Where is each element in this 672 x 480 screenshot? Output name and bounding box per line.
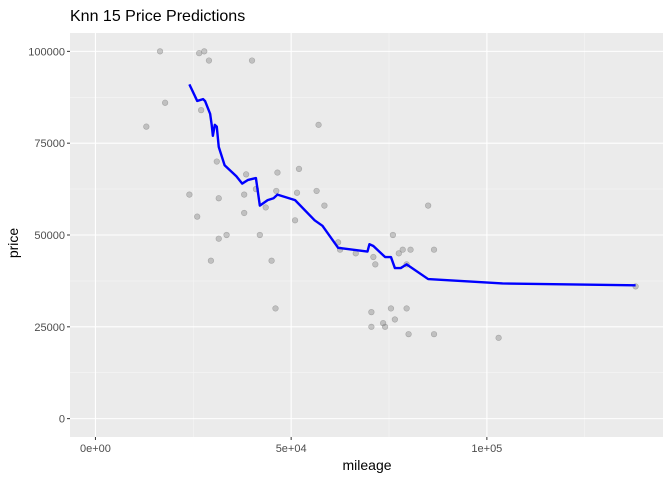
data-point	[430, 331, 438, 338]
data-point	[248, 57, 256, 64]
data-point	[186, 191, 193, 198]
data-point	[243, 171, 250, 178]
data-point	[399, 246, 406, 253]
data-point	[425, 202, 432, 209]
data-point	[495, 334, 502, 341]
data-point	[198, 107, 205, 114]
data-point	[403, 305, 410, 312]
data-point	[381, 323, 389, 330]
data-point	[215, 195, 222, 202]
data-point	[194, 213, 201, 220]
data-point	[293, 189, 301, 196]
prediction-line-group	[188, 83, 636, 287]
data-point	[395, 250, 402, 257]
x-axis-title: mileage	[342, 457, 391, 473]
prediction-line	[188, 83, 636, 287]
data-point	[372, 261, 379, 268]
y-axis-title: price	[5, 228, 21, 259]
x-tick-label: 0e+00	[80, 443, 111, 455]
data-point	[291, 217, 299, 224]
data-point	[223, 231, 230, 239]
data-point	[274, 169, 281, 176]
x-tick-label: 1e+05	[471, 443, 502, 455]
data-point	[207, 257, 215, 264]
data-point	[389, 231, 397, 239]
chart-title: Knn 15 Price Predictions	[70, 8, 245, 25]
data-point	[368, 323, 375, 330]
x-axis-ticks: 0e+00 5e+04 1e+05	[80, 437, 502, 455]
data-point	[215, 235, 222, 242]
data-point	[256, 231, 263, 239]
x-tick-label: 5e+04	[276, 443, 307, 455]
data-point	[315, 121, 322, 128]
data-point	[213, 158, 220, 165]
data-point	[262, 204, 269, 211]
y-axis-ticks: 0 25000 50000 75000 100000	[28, 46, 70, 426]
data-point	[143, 123, 150, 130]
data-point	[156, 48, 164, 55]
data-point	[405, 331, 412, 338]
data-point	[241, 191, 248, 198]
data-point	[295, 165, 303, 172]
data-point	[272, 305, 279, 312]
data-point	[380, 320, 387, 327]
data-point	[241, 209, 248, 217]
data-point	[313, 187, 320, 195]
y-tick-label: 100000	[28, 46, 65, 58]
data-point	[391, 316, 398, 323]
data-point	[273, 187, 280, 195]
y-tick-label: 0	[59, 414, 65, 426]
data-point	[268, 257, 275, 264]
y-tick-label: 25000	[34, 322, 65, 334]
data-point	[201, 48, 208, 55]
data-point	[370, 253, 377, 261]
data-point	[205, 57, 213, 64]
data-point	[430, 246, 438, 253]
data-point	[162, 99, 169, 106]
data-point	[387, 305, 395, 312]
data-point	[196, 50, 203, 57]
y-tick-label: 50000	[34, 230, 65, 242]
data-point	[321, 202, 328, 209]
data-point	[407, 246, 414, 253]
y-tick-label: 75000	[34, 138, 65, 150]
major-gridlines	[70, 33, 663, 437]
data-point	[368, 309, 375, 316]
